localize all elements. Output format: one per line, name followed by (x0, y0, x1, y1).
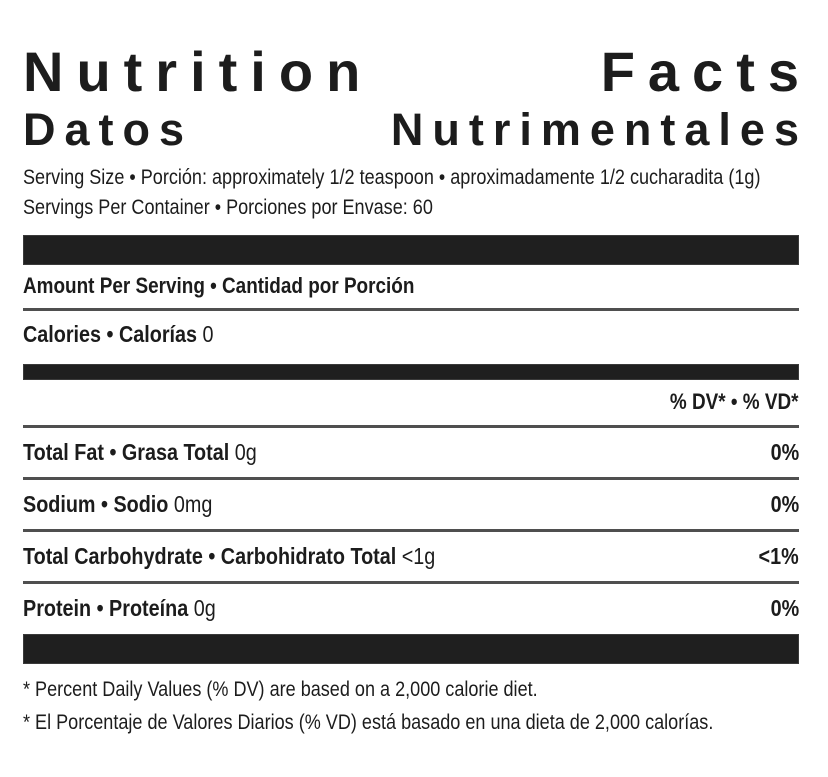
nutrient-dv: 0% (770, 439, 799, 465)
title-word-nutrition: Nutrition (23, 40, 374, 103)
calories-value: 0 (202, 321, 214, 347)
nutrient-dv: 0% (770, 491, 799, 517)
title-english: Nutrition Facts (23, 44, 799, 100)
nutrient-dv: <1% (758, 543, 799, 569)
calories-label: Calories • Calorías (23, 321, 198, 347)
nutrient-row-total-fat: Total Fat • Grasa Total 0g 0% (23, 428, 799, 480)
amount-per-serving-label: Amount Per Serving • Cantidad por Porció… (23, 273, 415, 298)
daily-value-header: % DV* • % VD* (670, 389, 799, 414)
amount-per-serving-row: Amount Per Serving • Cantidad por Porció… (23, 265, 799, 311)
title-word-facts: Facts (600, 40, 812, 103)
footnote-english: * Percent Daily Values (% DV) are based … (23, 678, 538, 701)
nutrient-name: Protein • Proteína (23, 595, 189, 621)
nutrient-row-sodium: Sodium • Sodio 0mg 0% (23, 480, 799, 532)
title-word-nutrimentales: Nutrimentales (390, 104, 808, 155)
calories-row: Calories • Calorías 0 (23, 311, 799, 361)
nutrient-name: Total Fat • Grasa Total (23, 439, 230, 465)
separator-bar-top (23, 235, 799, 265)
serving-size-line: Serving Size • Porción: approximately 1/… (23, 166, 761, 189)
nutrient-amount: 0g (193, 595, 216, 621)
daily-value-header-row: % DV* • % VD* (23, 380, 799, 428)
title-word-datos: Datos (23, 104, 194, 155)
footnote-spanish: * El Porcentaje de Valores Diarios (% VD… (23, 711, 714, 734)
nutrient-name: Total Carbohydrate • Carbohidrato Total (23, 543, 397, 569)
nutrient-row-protein: Protein • Proteína 0g 0% (23, 584, 799, 634)
separator-bar-bottom (23, 634, 799, 664)
title-spanish: Datos Nutrimentales (23, 107, 799, 152)
servings-per-container-line: Servings Per Container • Porciones por E… (23, 196, 433, 219)
separator-bar-mid (23, 364, 799, 380)
footnotes: * Percent Daily Values (% DV) are based … (23, 673, 799, 739)
nutrient-amount: <1g (401, 543, 436, 569)
nutrient-amount: 0g (234, 439, 257, 465)
nutrient-name: Sodium • Sodio (23, 491, 169, 517)
nutrient-dv: 0% (770, 595, 799, 621)
nutrient-amount: 0mg (173, 491, 213, 517)
nutrient-row-total-carbohydrate: Total Carbohydrate • Carbohidrato Total … (23, 532, 799, 584)
